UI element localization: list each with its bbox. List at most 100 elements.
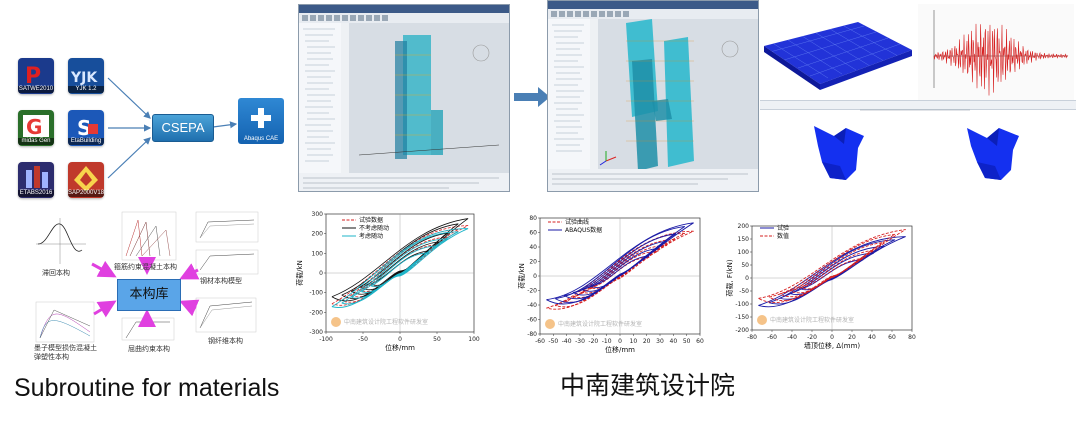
x-tick-label: -30: [575, 338, 585, 345]
y-tick-label: 100: [738, 249, 750, 256]
x-axis-label: 墙顶位移, Δ(mm): [804, 341, 861, 350]
x-tick-label: 40: [868, 334, 876, 341]
seismic-wave-plot: [918, 4, 1074, 100]
y-axis-label: 荷载/kN: [296, 260, 304, 286]
software-icon-label: ETABS2016: [18, 190, 54, 197]
abaqus-cross-icon: [251, 108, 271, 128]
legend-label: 试验: [777, 224, 789, 232]
hysteresis-loop: [331, 218, 469, 302]
abaqus-screenshot-model-1: [298, 4, 510, 192]
software-icon-label: YJK 1.2: [68, 86, 104, 93]
hysteresis-loop: [758, 229, 906, 303]
x-tick-label: -10: [602, 338, 612, 345]
material-item-label: 钢纤维本构: [208, 337, 243, 345]
y-tick-label: 80: [529, 215, 537, 222]
software-icon-yjk[interactable]: YJK YJK 1.2: [68, 58, 104, 94]
x-tick-label: -40: [787, 334, 797, 341]
watermark-logo: [331, 317, 341, 327]
x-tick-label: -50: [358, 336, 368, 343]
y-tick-label: 150: [738, 236, 750, 243]
x-tick-label: -40: [562, 338, 572, 345]
watermark-logo: [545, 319, 555, 329]
hysteresis-chart-3: -80 -60 -40 -20 0 20 40 60 80200150100500-50-100…: [726, 223, 916, 350]
sap-icon: [74, 166, 98, 192]
hysteresis-loop: [341, 229, 459, 303]
flow-arrows: [107, 77, 238, 179]
status-bar-strip: [760, 100, 1076, 111]
x-tick-label: 40: [670, 338, 678, 345]
material-item-label: 墨子模型损伤混凝土 弹塑性本构: [34, 344, 97, 361]
x-axis-label: 位移/mm: [385, 343, 415, 352]
joint-model-view-1: [814, 126, 864, 180]
software-icon-eta[interactable]: S EtaBuilding: [68, 110, 104, 146]
legend-label: 考虑随动: [359, 232, 383, 240]
x-tick-label: -80: [747, 334, 757, 341]
software-icon-satwe[interactable]: P SATWE2010: [18, 58, 54, 94]
x-tick-label: 0: [830, 334, 834, 341]
watermark-text: 中南建筑设计院工程软件研发室: [558, 320, 642, 328]
y-tick-label: -80: [527, 331, 537, 338]
material-library-diagram: 滞回本构 箍筋约束混凝土本构 钢材本构模型 墨子模型损伤混凝土 弹塑性本构 屈曲…: [30, 210, 270, 380]
x-tick-label: 50: [433, 336, 441, 343]
x-tick-label: 100: [468, 336, 480, 343]
midas-icon: G: [23, 115, 49, 139]
mesh-model-panel: [760, 4, 916, 100]
csepa-converter-button[interactable]: CSEPA: [152, 114, 214, 142]
satwe-icon: P: [25, 64, 41, 89]
y-tick-label: 0: [745, 275, 749, 282]
joint-model-panel-1: [800, 118, 880, 184]
x-tick-label: 0: [618, 338, 622, 345]
svg-text:G: G: [26, 115, 42, 139]
y-tick-label: -40: [527, 302, 537, 309]
y-tick-label: 200: [312, 231, 324, 238]
software-icon-label: EtaBuilding: [68, 138, 104, 145]
x-tick-label: -100: [319, 336, 333, 343]
mesh-model-view: [764, 22, 912, 90]
etabs-icon: [26, 166, 48, 188]
abaqus-screenshot-model-2: [547, 0, 759, 192]
y-axis-label: 荷载, F(kN): [726, 259, 734, 296]
yjk-icon: YJK: [70, 70, 98, 86]
legend-label: ABAQUS数据: [565, 226, 602, 234]
y-tick-label: 0: [533, 273, 537, 280]
y-tick-label: 50: [741, 262, 749, 269]
watermark-logo: [757, 315, 767, 325]
material-item-label: 钢材本构模型: [200, 277, 242, 285]
y-tick-label: 300: [312, 211, 324, 218]
abaqus-cae-icon[interactable]: Abaqus CAE: [238, 98, 284, 144]
x-tick-label: 60: [696, 338, 704, 345]
legend-label: 不考虑随动: [359, 224, 389, 232]
legend-label: 数值: [777, 232, 789, 240]
x-tick-label: 10: [630, 338, 638, 345]
legend-label: 试验数据: [359, 216, 383, 224]
material-item-label: 屈曲约束本构: [128, 345, 170, 353]
caption-institute: 中南建筑设计院: [560, 371, 736, 400]
software-icon-midas[interactable]: G midas Gen: [18, 110, 54, 146]
x-tick-label: 0: [398, 336, 402, 343]
hysteresis-loop: [768, 233, 896, 301]
y-tick-label: -60: [527, 317, 537, 324]
software-icon-etabs[interactable]: ETABS2016: [18, 162, 54, 198]
x-tick-label: 80: [908, 334, 916, 341]
software-icon-label: SATWE2010: [18, 86, 54, 93]
hysteresis-loop: [546, 222, 694, 305]
legend-label: 试验曲线: [565, 218, 589, 226]
y-tick-label: 200: [738, 223, 750, 230]
svg-text:S: S: [77, 116, 91, 140]
material-curves: [35, 211, 259, 343]
x-tick-label: 20: [643, 338, 651, 345]
abaqus-viewport-2: [548, 1, 758, 191]
x-tick-label: -60: [535, 338, 545, 345]
material-library-box[interactable]: 本构库: [117, 279, 181, 311]
material-item-label: 箍筋约束混凝土本构: [114, 263, 177, 271]
hysteresis-chart-2: -60 -50 -40 -30 -20 -10 0 10 20 30 40 50 60806040200…: [518, 215, 704, 354]
y-tick-label: 40: [529, 244, 537, 251]
x-tick-label: -20: [807, 334, 817, 341]
eta-icon: S: [77, 116, 98, 140]
caption-subroutine: Subroutine for materials: [14, 374, 280, 402]
hysteresis-chart-1: -100 -50 0 50 100 300 200 100 0 -100 -200 -300 位移/mm…: [296, 211, 480, 352]
software-icon-sap[interactable]: SAP2000V18: [68, 162, 104, 198]
x-axis-label: 位移/mm: [605, 345, 635, 354]
seismic-wave-panel: [918, 4, 1074, 100]
y-tick-label: -200: [735, 327, 749, 334]
